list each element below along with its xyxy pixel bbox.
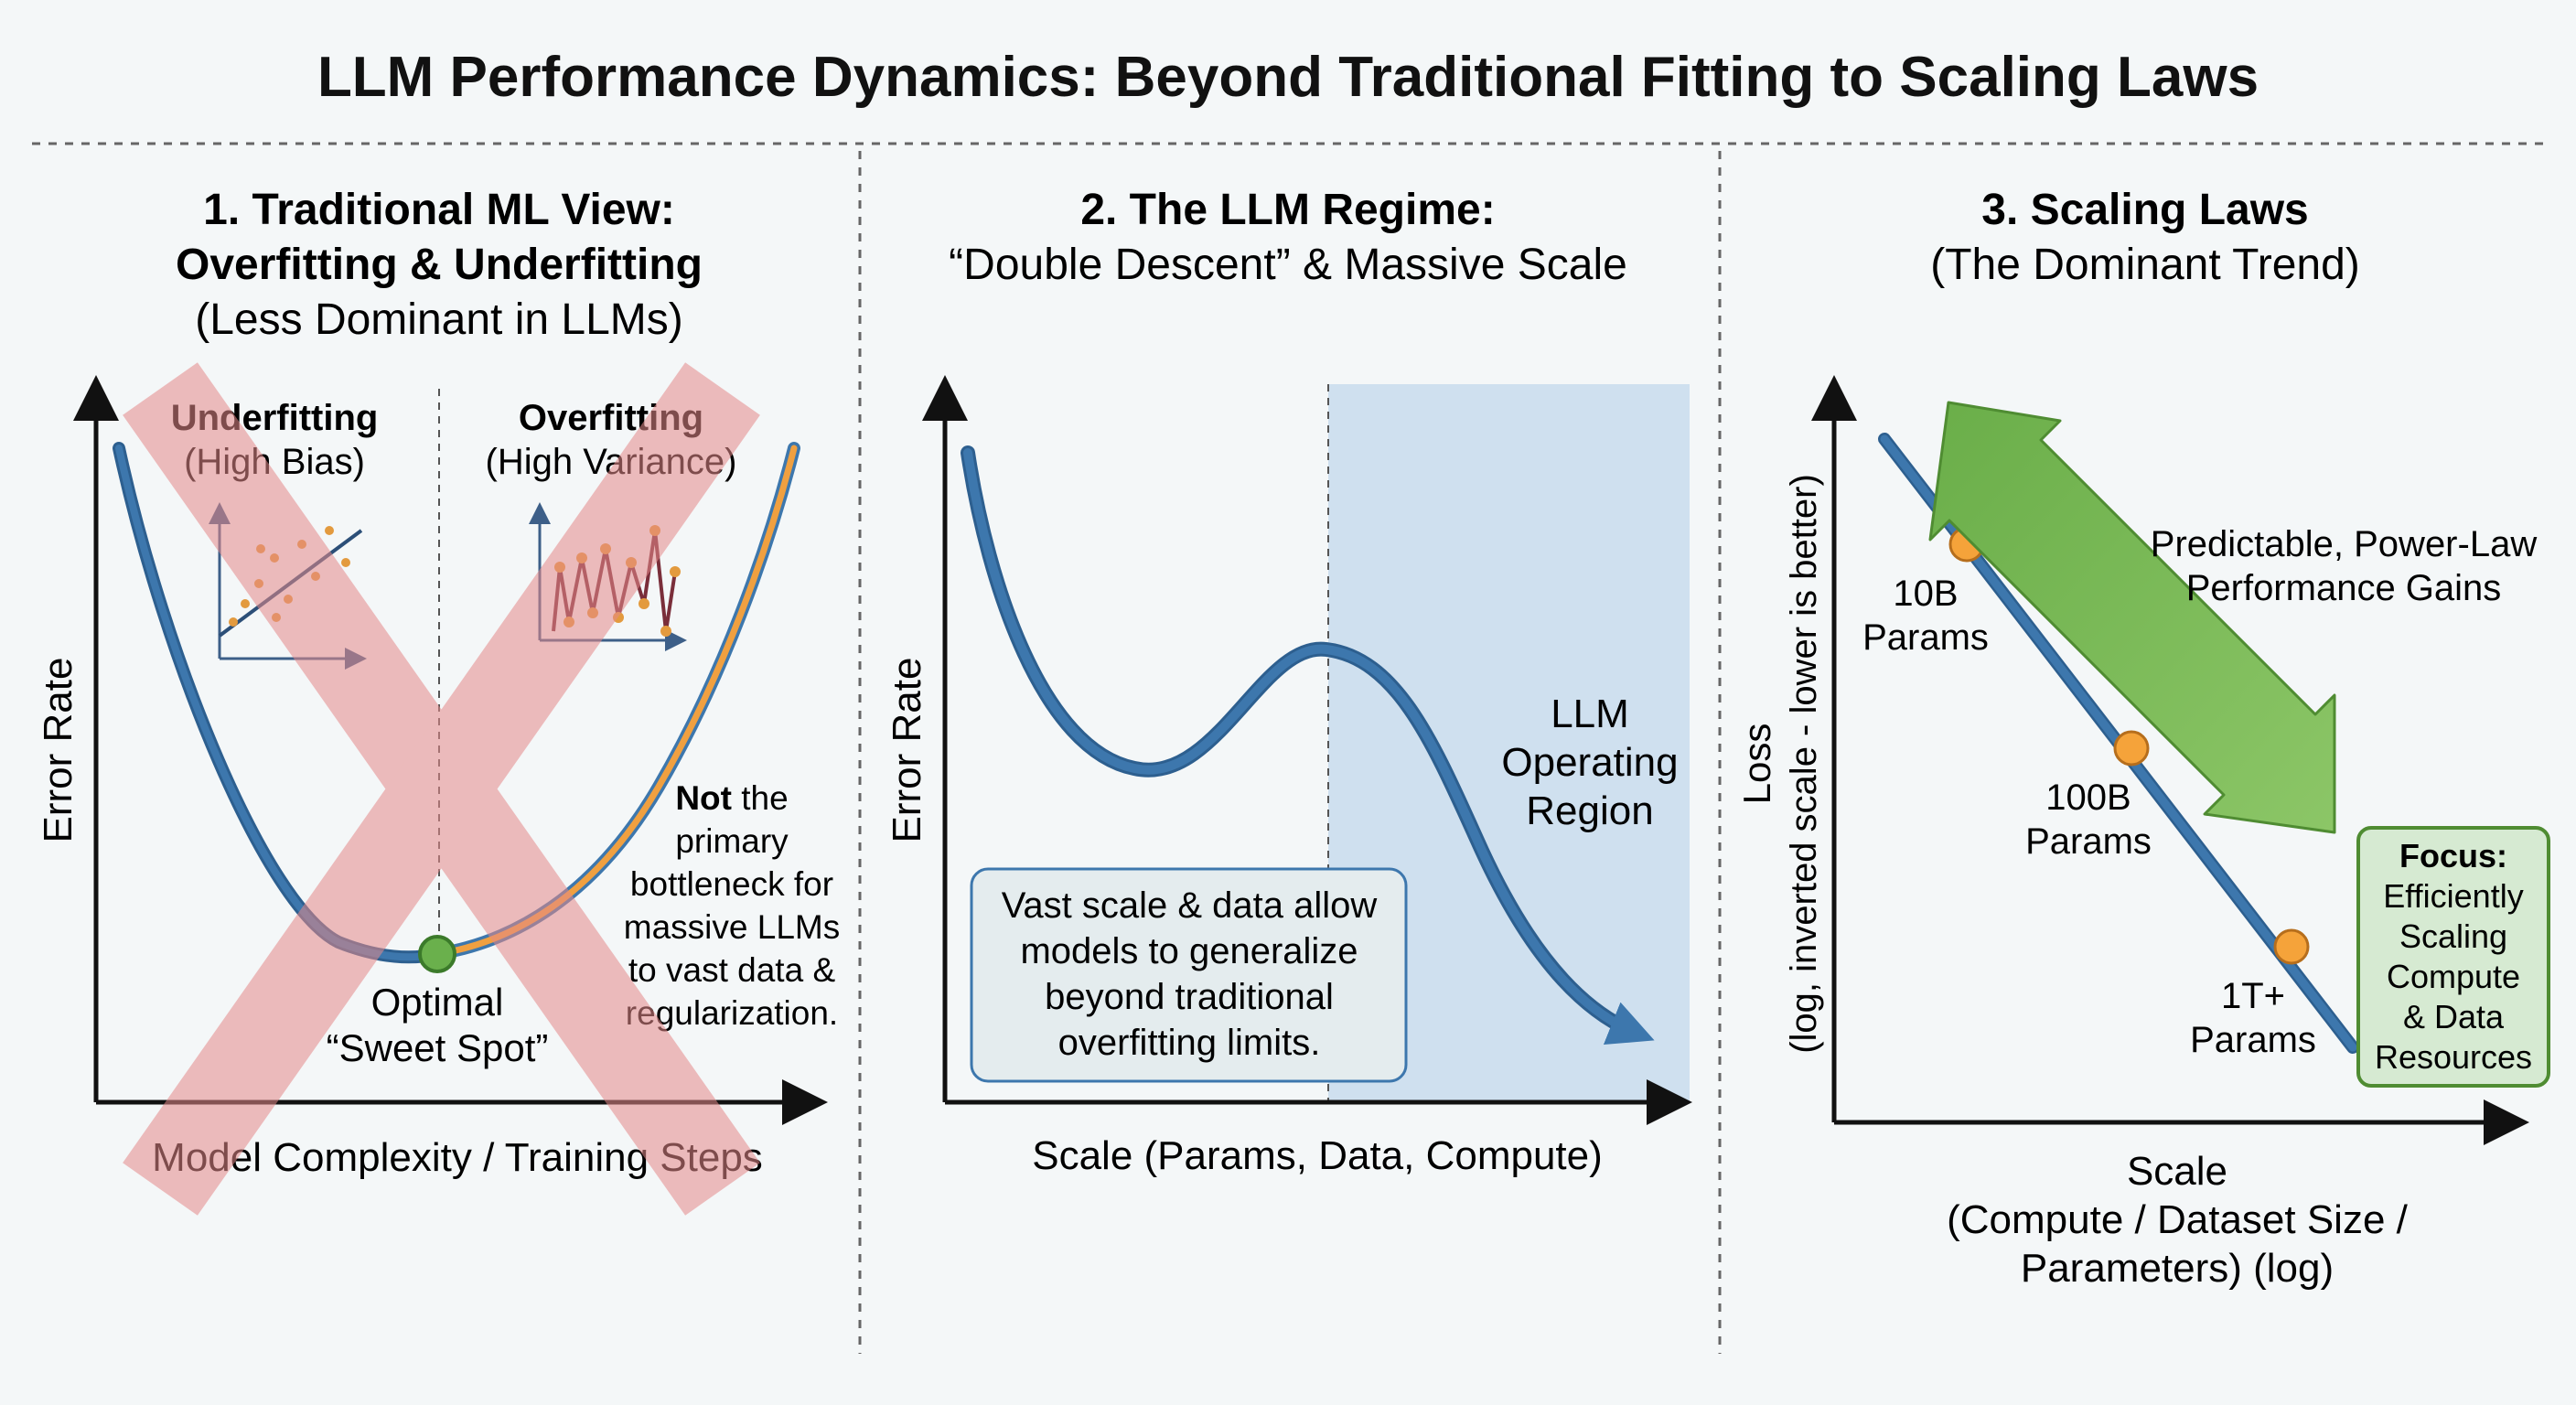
point-100b [2113, 730, 2150, 767]
point-100b-label-line2: Params [2025, 821, 2152, 862]
focus-line3: Compute [2387, 958, 2520, 995]
panel1-optimum-point [418, 935, 456, 973]
panel1-optimal-label-line2: “Sweet Spot” [327, 1026, 549, 1069]
panel2-x-axis-label: Scale (Params, Data, Compute) [1032, 1133, 1603, 1178]
panel1-heading-line2: Overfitting & Underfitting [176, 241, 703, 289]
panel3-heading-line1: 3. Scaling Laws [1981, 186, 2308, 234]
panel1-note-bold: Not [675, 779, 732, 817]
focus-box [2356, 826, 2550, 1088]
box-line1: Vast scale & data allow [1002, 885, 1378, 926]
box-line2: models to generalize [1020, 931, 1358, 971]
panel1-note-line5: to vast data & [628, 951, 836, 989]
focus-line4: & Data [2403, 998, 2505, 1035]
region-label-line3: Region [1526, 788, 1653, 833]
panel3-x-axis-label-line1: Scale [2127, 1149, 2227, 1194]
panel1-y-axis-label: Error Rate [36, 658, 80, 843]
panel1-subheading: (Less Dominant in LLMs) [195, 295, 683, 344]
panel2-y-axis-label: Error Rate [885, 658, 929, 843]
panel3-y-axis-label-line2: (log, inverted scale - lower is better) [1784, 474, 1824, 1054]
panel3-y-axis-label-line1: Loss [1735, 724, 1778, 805]
box-line4: overfitting limits. [1058, 1023, 1321, 1063]
point-10b-label-line2: Params [1862, 617, 1989, 658]
panel2-heading-line1: 2. The LLM Regime: [1080, 186, 1495, 234]
panel1-note-line1-rest: the [732, 779, 789, 817]
panel1-cross-out-x [123, 362, 760, 1216]
region-label-line1: LLM [1551, 692, 1629, 736]
panel1-heading-line1: 1. Traditional ML View: [203, 186, 675, 234]
point-100b-label-line1: 100B [2045, 778, 2131, 818]
panel-traditional-ml: 1. Traditional ML View: Overfitting & Un… [36, 186, 840, 1216]
focus-line2: Scaling [2399, 917, 2507, 955]
panel1-error-curve-left-inner [115, 445, 441, 961]
panel1-optimal-label-line1: Optimal [371, 981, 504, 1024]
focus-line5: Resources [2375, 1038, 2532, 1076]
performance-gain-arrow [1928, 401, 2336, 834]
region-label-line2: Operating [1501, 740, 1678, 785]
point-10b-label-line1: 10B [1893, 574, 1958, 614]
panel3-x-axis-label-line2: (Compute / Dataset Size / [1947, 1197, 2409, 1242]
panel1-note-line2: primary [675, 822, 789, 860]
gain-label-line1: Predictable, Power-Law [2151, 524, 2538, 564]
focus-line1: Efficiently [2383, 877, 2523, 915]
double-descent-curve [963, 448, 1655, 1046]
focus-title: Focus: [2399, 837, 2507, 874]
page-title: LLM Performance Dynamics: Beyond Traditi… [317, 46, 2259, 109]
panel1-note-line3: bottleneck for [630, 865, 833, 903]
panel3-heading-line2: (The Dominant Trend) [1930, 241, 2360, 289]
point-1t [2273, 928, 2310, 965]
generalization-note-box [970, 867, 1408, 1083]
panel-scaling-laws: 3. Scaling Laws (The Dominant Trend) Los… [1735, 186, 2550, 1291]
gain-label-line2: Performance Gains [2186, 568, 2502, 608]
point-1t-label-line1: 1T+ [2221, 976, 2285, 1016]
point-1t-label-line2: Params [2190, 1020, 2316, 1060]
panel1-note-line4: massive LLMs [624, 908, 840, 946]
panel1-note: Not the [675, 779, 788, 817]
box-line3: beyond traditional [1045, 977, 1334, 1017]
panel2-heading-line2: “Double Descent” & Massive Scale [949, 241, 1627, 289]
panel-llm-regime: 2. The LLM Regime: “Double Descent” & Ma… [885, 186, 1692, 1178]
panel3-x-axis-label-line3: Parameters) (log) [2021, 1246, 2334, 1291]
